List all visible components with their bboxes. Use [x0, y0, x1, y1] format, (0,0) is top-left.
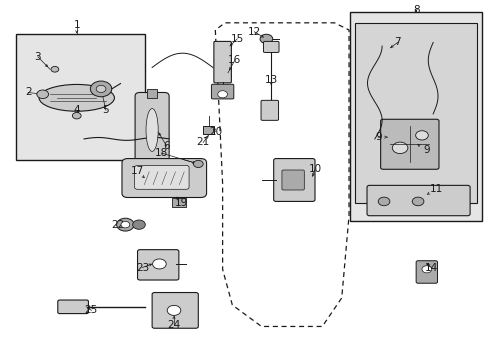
FancyBboxPatch shape	[366, 185, 469, 216]
Text: 6: 6	[163, 141, 170, 151]
FancyBboxPatch shape	[263, 41, 279, 53]
FancyBboxPatch shape	[261, 100, 278, 120]
Bar	[203, 126, 213, 134]
Text: 9: 9	[423, 145, 429, 155]
Text: 8: 8	[412, 5, 419, 15]
Bar	[349, 12, 481, 221]
FancyBboxPatch shape	[282, 170, 304, 190]
Circle shape	[260, 34, 272, 44]
FancyBboxPatch shape	[122, 158, 206, 198]
Text: 15: 15	[230, 34, 244, 44]
Circle shape	[152, 259, 166, 269]
Circle shape	[421, 266, 431, 273]
Circle shape	[411, 197, 423, 206]
FancyBboxPatch shape	[135, 93, 169, 167]
FancyBboxPatch shape	[211, 84, 233, 99]
Ellipse shape	[146, 109, 158, 152]
Circle shape	[121, 221, 129, 228]
Text: 7: 7	[393, 37, 400, 48]
Text: 11: 11	[429, 184, 442, 194]
Text: 12: 12	[247, 27, 260, 37]
FancyBboxPatch shape	[137, 249, 179, 280]
Circle shape	[132, 220, 145, 229]
FancyBboxPatch shape	[380, 119, 438, 169]
Circle shape	[51, 66, 59, 72]
Bar	[355, 23, 476, 203]
Text: 1: 1	[73, 19, 80, 30]
Text: 4: 4	[73, 105, 80, 115]
FancyBboxPatch shape	[152, 293, 198, 328]
Circle shape	[90, 81, 112, 97]
Text: 5: 5	[102, 105, 109, 115]
Text: 10: 10	[308, 164, 321, 174]
Bar	[171, 198, 186, 207]
Circle shape	[391, 142, 407, 154]
Text: 20: 20	[208, 127, 222, 137]
Text: 13: 13	[264, 75, 277, 85]
Text: 16: 16	[228, 55, 241, 65]
Circle shape	[37, 90, 48, 99]
Text: 23: 23	[136, 262, 149, 273]
Text: 24: 24	[167, 320, 180, 330]
Circle shape	[217, 91, 227, 98]
Ellipse shape	[39, 85, 114, 111]
FancyBboxPatch shape	[213, 41, 231, 83]
Text: 17: 17	[131, 166, 144, 176]
Text: 3: 3	[35, 52, 41, 62]
FancyBboxPatch shape	[273, 158, 314, 202]
FancyBboxPatch shape	[415, 261, 437, 283]
Text: 2: 2	[25, 87, 31, 98]
Bar	[147, 89, 157, 98]
Text: 22: 22	[111, 220, 124, 230]
Circle shape	[72, 112, 81, 119]
Circle shape	[415, 131, 427, 140]
FancyBboxPatch shape	[58, 300, 88, 314]
FancyBboxPatch shape	[134, 165, 189, 189]
Text: 19: 19	[174, 198, 187, 208]
Circle shape	[193, 160, 203, 167]
Bar	[16, 33, 144, 160]
Circle shape	[96, 85, 106, 93]
Text: 21: 21	[196, 138, 209, 148]
Text: 18: 18	[155, 148, 168, 158]
Circle shape	[116, 218, 134, 231]
Circle shape	[167, 305, 181, 315]
Circle shape	[377, 197, 389, 206]
Text: 25: 25	[84, 305, 98, 315]
Text: 14: 14	[424, 262, 437, 273]
Text: 9: 9	[374, 132, 381, 142]
